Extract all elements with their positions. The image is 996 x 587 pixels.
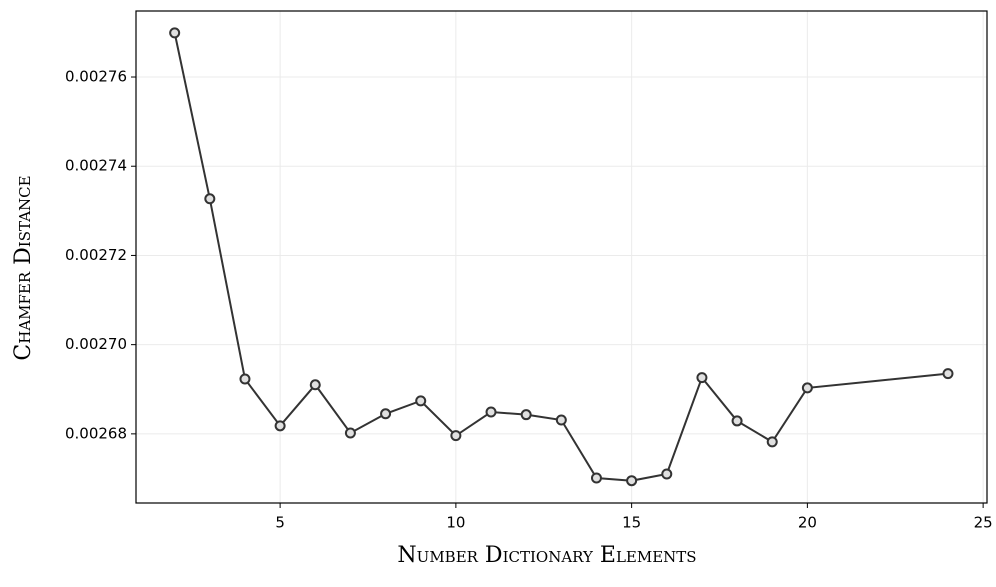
- x-tick-label: 5: [275, 514, 285, 532]
- marker: [661, 468, 673, 480]
- marker: [801, 382, 813, 394]
- marker: [626, 475, 638, 487]
- x-axis-label: Number Dictionary Elements: [397, 543, 696, 568]
- marker: [696, 372, 708, 384]
- y-tick-label: 0.00268: [65, 424, 127, 442]
- marker: [169, 27, 181, 39]
- y-tick-label: 0.00274: [65, 157, 127, 175]
- marker: [766, 436, 778, 448]
- y-tick-label: 0.00276: [65, 68, 127, 86]
- marker: [731, 415, 743, 427]
- marker: [239, 373, 251, 385]
- marker: [590, 472, 602, 484]
- plot-frame: [135, 10, 988, 504]
- marker: [415, 395, 427, 407]
- y-tick-label: 0.00272: [65, 246, 127, 264]
- marker: [309, 379, 321, 391]
- x-tick-label: 10: [446, 514, 465, 532]
- marker: [204, 193, 216, 205]
- x-tick-label: 25: [974, 514, 993, 532]
- marker: [450, 430, 462, 442]
- marker: [555, 414, 567, 426]
- x-tick-label: 15: [622, 514, 641, 532]
- marker: [274, 420, 286, 432]
- y-axis-label: Chamfer Distance: [11, 175, 36, 360]
- y-tick-label: 0.00270: [65, 335, 127, 353]
- marker: [344, 427, 356, 439]
- line: [173, 32, 949, 482]
- marker: [485, 406, 497, 418]
- x-tick-label: 20: [798, 514, 817, 532]
- marker: [520, 409, 532, 421]
- marker: [942, 368, 954, 380]
- marker: [380, 408, 392, 420]
